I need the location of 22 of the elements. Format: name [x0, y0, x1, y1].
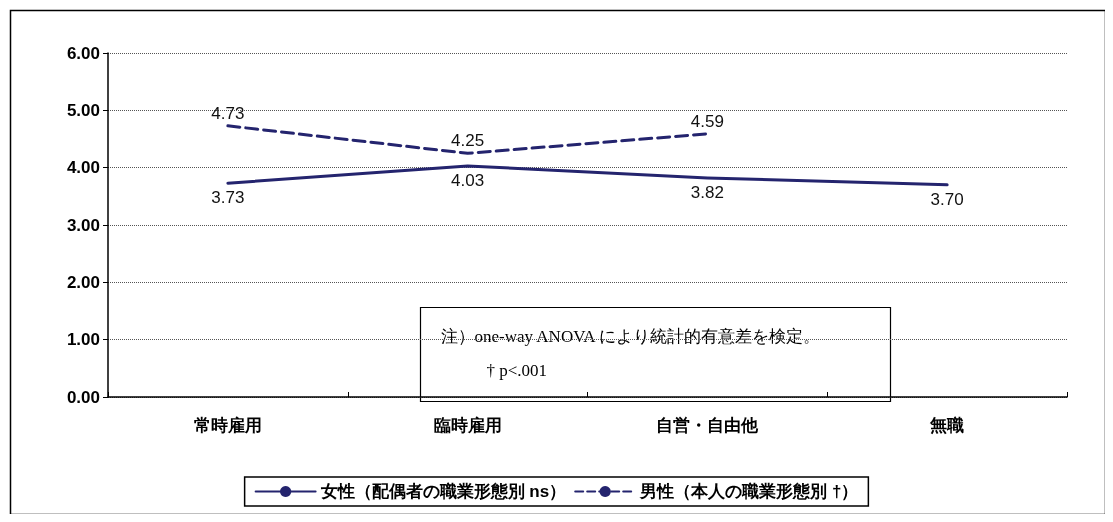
data-label: 4.59 [690, 111, 724, 131]
y-tick-label: 3.00 [66, 215, 100, 235]
data-label: 3.73 [211, 188, 245, 208]
data-label: 3.70 [930, 189, 964, 209]
annotation: † p<.001 [486, 360, 548, 380]
legend-label: 女性（配偶者の職業形態別 ns） [319, 482, 567, 501]
data-label: 4.25 [451, 131, 485, 151]
y-tick-label: 6.00 [66, 43, 100, 63]
legend-label: 男性（本人の職業形態別 †） [639, 482, 859, 501]
x-tick-label: 臨時雇用 [433, 416, 502, 435]
line-series [226, 164, 949, 187]
data-label: 4.03 [451, 170, 485, 190]
y-tick-label: 5.00 [66, 100, 100, 120]
y-tick-label: 1.00 [66, 330, 100, 350]
y-tick-label: 4.00 [66, 158, 100, 178]
data-label: 4.73 [211, 103, 245, 123]
y-tick-label: 0.00 [66, 387, 100, 407]
x-tick-label: 自営・自由他 [656, 416, 760, 435]
x-tick-label: 無職 [929, 416, 965, 435]
x-tick-label: 常時雇用 [193, 416, 262, 435]
data-label: 3.82 [690, 182, 724, 202]
y-tick-label: 2.00 [66, 272, 100, 292]
